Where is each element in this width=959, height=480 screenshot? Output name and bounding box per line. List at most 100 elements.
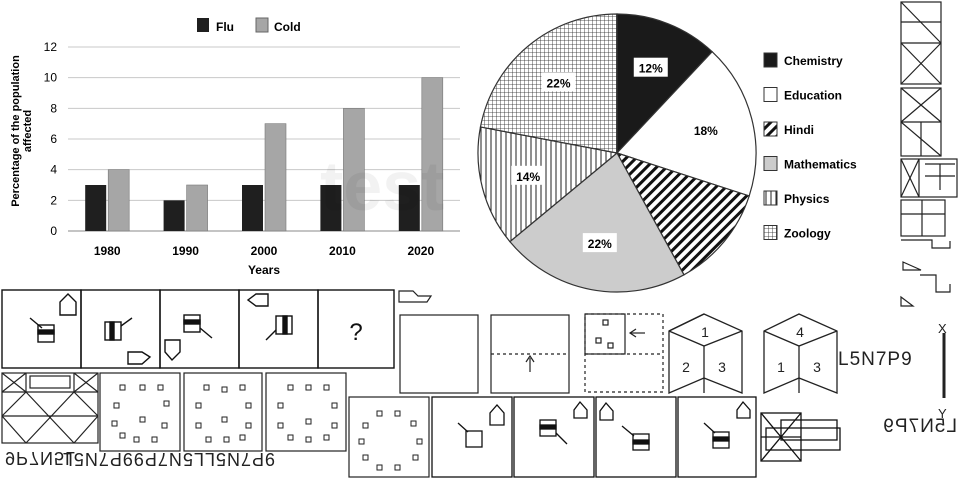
arrow-down-icon	[164, 339, 181, 362]
dot-square	[376, 464, 383, 471]
legend-label-education: Education	[784, 89, 842, 103]
pie-slice-education	[615, 50, 757, 197]
legend-label-physics: Physics	[784, 192, 830, 206]
dot-square	[163, 400, 170, 407]
legend-swatch-chemistry	[763, 52, 778, 68]
bar-chart: 0 2 4 6 8 10 12 1980 1990 2000 2010 2020 Years Per…	[10, 17, 460, 277]
legend-swatch-hindi	[763, 121, 778, 137]
dot-square	[331, 422, 338, 429]
dot-square	[277, 422, 284, 429]
y-tick-label: 8	[50, 101, 57, 115]
dot-square	[323, 434, 330, 441]
arrow-up-icon	[59, 293, 77, 316]
legend-swatch-education	[763, 87, 778, 102]
y-axis-label-line2: affected	[22, 110, 34, 152]
bar-flu-2010	[320, 185, 342, 231]
pie-chart: 12% 18% 22% 14% 22% Chemistry Education Hindi M…	[477, 13, 857, 293]
dot-square	[362, 422, 369, 429]
x-axis-label: Years	[248, 263, 280, 277]
y-tick-label: 2	[50, 193, 57, 207]
dot-square	[358, 438, 365, 445]
pie-label-education: 18%	[694, 124, 718, 138]
dot-square	[203, 384, 210, 391]
x-tick-labels: 1980 1990 2000 2010 2020	[94, 244, 435, 258]
dot-square	[151, 436, 158, 443]
dot-square	[161, 422, 168, 429]
dot-square	[157, 384, 164, 391]
pie-label-bg	[688, 120, 723, 140]
water-image-text: 9P7N5L	[5, 448, 76, 468]
bar-grid	[68, 46, 460, 201]
pie-slices	[477, 13, 757, 293]
y-tick-label: 6	[50, 132, 57, 146]
dot-square	[277, 402, 284, 409]
dot-square	[287, 434, 294, 441]
x-tick-label: 2000	[251, 244, 278, 258]
pie-label-chemistry: 12%	[639, 62, 663, 76]
pie-label-mathematics: 22%	[588, 237, 612, 251]
y-tick-label: 12	[44, 40, 58, 54]
bar-flu-2000	[242, 185, 263, 231]
bar-flu-2020	[398, 185, 420, 231]
arrow-left-icon	[246, 293, 269, 307]
bar-legend: Flu Cold	[197, 17, 301, 34]
bar-cold-2000	[264, 123, 287, 232]
pie-slice-physics	[477, 126, 619, 243]
pie-legend: Chemistry Education Hindi Mathematics Physic…	[763, 52, 857, 241]
dot-square	[133, 436, 140, 443]
dot-square	[305, 384, 312, 391]
dot-square	[305, 418, 312, 425]
option-texts: 9P7N5LL5N7P99P7N5L	[62, 449, 275, 469]
dot-square	[139, 416, 146, 423]
bar-cold-1990	[186, 184, 208, 232]
pie-slice-mathematics	[509, 152, 685, 293]
dot-square	[223, 436, 230, 443]
legend-label-hindi: Hindi	[784, 123, 814, 137]
question-mark: ?	[349, 319, 362, 346]
x-tick-label: 1980	[94, 244, 121, 258]
dot-square	[305, 436, 312, 443]
legend-swatch-flu	[197, 18, 209, 32]
legend-swatch-zoology	[763, 225, 778, 240]
axis-y-label: Y	[938, 406, 947, 421]
pie-slice-hindi	[615, 151, 750, 276]
dot-square	[113, 402, 120, 409]
legend-label-zoology: Zoology	[784, 227, 831, 241]
dot-square	[119, 384, 126, 391]
y-axis-label-line1: Percentage of the population	[10, 55, 22, 207]
dot-square	[221, 416, 228, 423]
pie-label-zoology: 22%	[547, 76, 571, 90]
dot-square	[119, 432, 126, 439]
folding-figures	[398, 290, 664, 394]
cube2-left: 1	[777, 359, 785, 375]
axis-x-label: X	[938, 321, 947, 336]
x-tick-label: 1990	[172, 244, 199, 258]
dot-square	[205, 436, 212, 443]
pie-label-physics: 14%	[516, 170, 540, 184]
dot-square	[412, 454, 419, 461]
bar-cold-2010	[343, 108, 365, 232]
bar-flu-1980	[85, 185, 107, 231]
cube1-top: 1	[701, 324, 709, 340]
dot-square	[362, 454, 369, 461]
bar-series	[85, 77, 444, 232]
dot-square	[195, 422, 202, 429]
right-edge-figures: X Y	[900, 1, 958, 421]
y-tick-label: 4	[50, 163, 57, 177]
dot-square	[323, 384, 330, 391]
dot-square	[416, 438, 423, 445]
dot-square	[195, 402, 202, 409]
series-figures-row: ?	[1, 289, 395, 369]
dot-square	[221, 386, 228, 393]
cube1-left: 2	[682, 359, 690, 375]
dot-square	[139, 384, 146, 391]
dot-square	[394, 464, 401, 471]
bar-cold-2020	[421, 77, 444, 232]
pie-label-bg	[511, 165, 546, 185]
mirror-question-text: L5N7P9	[838, 349, 913, 370]
svg-text:test: test	[320, 147, 444, 225]
dot-square	[111, 420, 118, 427]
watermark: test	[320, 147, 444, 225]
x-tick-label: 2020	[407, 244, 434, 258]
